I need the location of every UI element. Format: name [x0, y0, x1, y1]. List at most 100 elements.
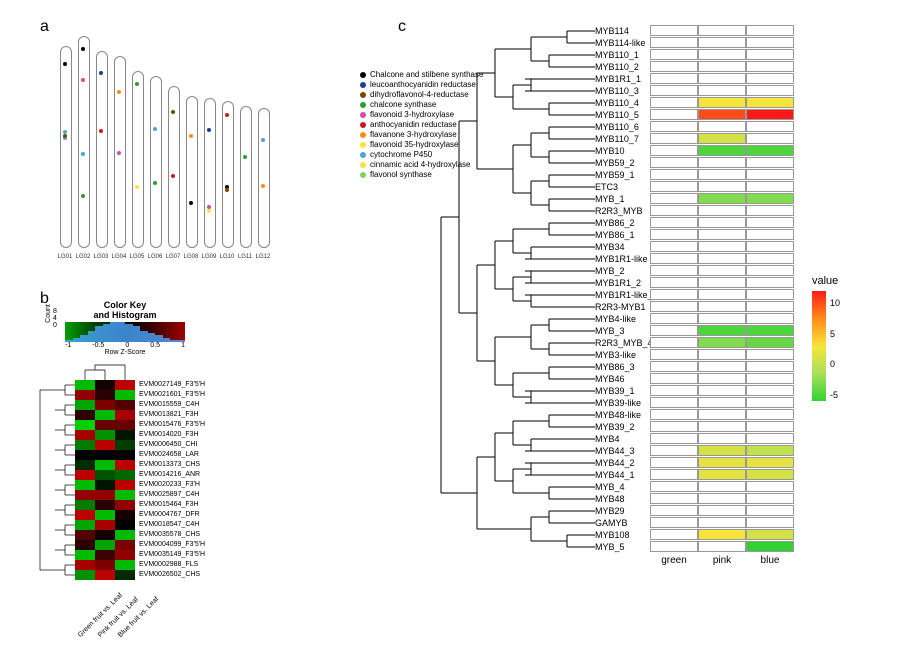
- hb-cell: [115, 420, 135, 430]
- legend-c-title: value: [812, 275, 882, 287]
- hc-cell: [650, 109, 698, 120]
- hist-bar: [140, 331, 148, 342]
- hc-cell: [698, 493, 746, 504]
- hc-row: [650, 529, 794, 541]
- hc-row: [650, 505, 794, 517]
- tree-leaf-label: MYB110_6: [595, 121, 639, 133]
- hc-cell: [698, 253, 746, 264]
- hc-cell: [650, 157, 698, 168]
- hc-cell: [746, 109, 794, 120]
- tree-leaf-label: MYB114-like: [595, 37, 645, 49]
- tree-leaf-label: MYB1R1_1: [595, 73, 641, 85]
- tree-leaf-label: MYB1R1-like_1: [595, 289, 658, 301]
- hc-row: [650, 73, 794, 85]
- tree-leaf-label: MYB46: [595, 373, 625, 385]
- hc-row: [650, 181, 794, 193]
- hb-cell: [75, 560, 95, 570]
- ck-axis-tick: 0.5: [150, 342, 160, 349]
- chromosome: [258, 108, 270, 248]
- hb-cell: [75, 440, 95, 450]
- hc-cell: [650, 121, 698, 132]
- hc-cell: [698, 37, 746, 48]
- hb-cell: [95, 460, 115, 470]
- hc-row: [650, 97, 794, 109]
- hc-cell: [698, 277, 746, 288]
- panel-c: MYB114MYB114-likeMYB110_1MYB110_2MYB1R1_…: [410, 15, 890, 625]
- hc-row: [650, 241, 794, 253]
- hc-row: [650, 373, 794, 385]
- gene-dot: [81, 47, 85, 51]
- tree-leaf-label: MYB110_5: [595, 109, 639, 121]
- hc-cell: [746, 229, 794, 240]
- hist-bar: [103, 324, 111, 342]
- hc-cell: [698, 25, 746, 36]
- hc-cell: [698, 325, 746, 336]
- hc-cell: [650, 481, 698, 492]
- hc-cell: [650, 493, 698, 504]
- hb-row-label: EVM0014020_F3H: [135, 430, 395, 440]
- hc-cell: [746, 361, 794, 372]
- hc-cell: [746, 409, 794, 420]
- hc-cell: [698, 241, 746, 252]
- chrom-label: LG03: [94, 254, 109, 260]
- hc-cell: [650, 229, 698, 240]
- panel-c-label: c: [398, 18, 406, 36]
- hb-row-label: EVM0013373_CHS: [135, 460, 395, 470]
- tree-leaf-label: MYB48: [595, 493, 625, 505]
- hc-cell: [650, 217, 698, 228]
- hc-cell: [650, 361, 698, 372]
- hc-row: [650, 337, 794, 349]
- hc-cell: [650, 97, 698, 108]
- tree-leaf-label: MYB3-like: [595, 349, 636, 361]
- chrom-label: LG10: [220, 254, 235, 260]
- hb-cell: [95, 550, 115, 560]
- tree-svg: [410, 25, 595, 563]
- tree-leaf-label: MYB4-like: [595, 313, 636, 325]
- hc-cell: [698, 109, 746, 120]
- hc-cell: [698, 229, 746, 240]
- hb-row-label: EVM0002988_FLS: [135, 560, 395, 570]
- hc-row: [650, 433, 794, 445]
- hb-row-label: EVM0026502_CHS: [135, 570, 395, 580]
- chromosome: [132, 71, 144, 248]
- hc-row: [650, 493, 794, 505]
- ck-axis-tick: 0: [125, 342, 129, 349]
- hb-row-label: EVM0024658_LAR: [135, 450, 395, 460]
- hc-cell: [746, 349, 794, 360]
- tree-leaf-label: R2R3_MYB: [595, 205, 643, 217]
- hb-cell: [95, 540, 115, 550]
- tree-leaf-label: MYB86_1: [595, 229, 635, 241]
- hc-cell: [746, 169, 794, 180]
- hb-cell: [115, 550, 135, 560]
- gene-dot: [63, 62, 67, 66]
- legend-swatch: [360, 102, 366, 108]
- chrom-label: LG11: [238, 254, 252, 260]
- hist-bar: [110, 322, 118, 342]
- hc-cell: [746, 541, 794, 552]
- chrom-label: LG09: [202, 254, 217, 260]
- hc-cell: [650, 433, 698, 444]
- chromosome: [204, 98, 216, 248]
- hc-row: [650, 109, 794, 121]
- chrom-label: LG06: [148, 254, 163, 260]
- hc-row: [650, 313, 794, 325]
- legend-c-tick: 0: [830, 359, 835, 369]
- tree-leaf-label: MYB1R1_2: [595, 277, 641, 289]
- chromosome: [96, 51, 108, 248]
- hb-cell: [115, 380, 135, 390]
- hc-cell: [746, 505, 794, 516]
- hb-row-label: EVM0035149_F3'5'H: [135, 550, 395, 560]
- hc-cell: [698, 313, 746, 324]
- tree-leaf-label: MYB44_2: [595, 457, 635, 469]
- hc-row: [650, 169, 794, 181]
- hc-cell: [698, 157, 746, 168]
- hc-cell: [698, 289, 746, 300]
- gene-dot: [225, 188, 229, 192]
- hc-cell: [650, 253, 698, 264]
- hc-row: [650, 289, 794, 301]
- gene-dot: [261, 184, 265, 188]
- hc-cell: [650, 325, 698, 336]
- row-dendrogram: [35, 380, 75, 580]
- hc-cell: [746, 49, 794, 60]
- hc-cell: [650, 61, 698, 72]
